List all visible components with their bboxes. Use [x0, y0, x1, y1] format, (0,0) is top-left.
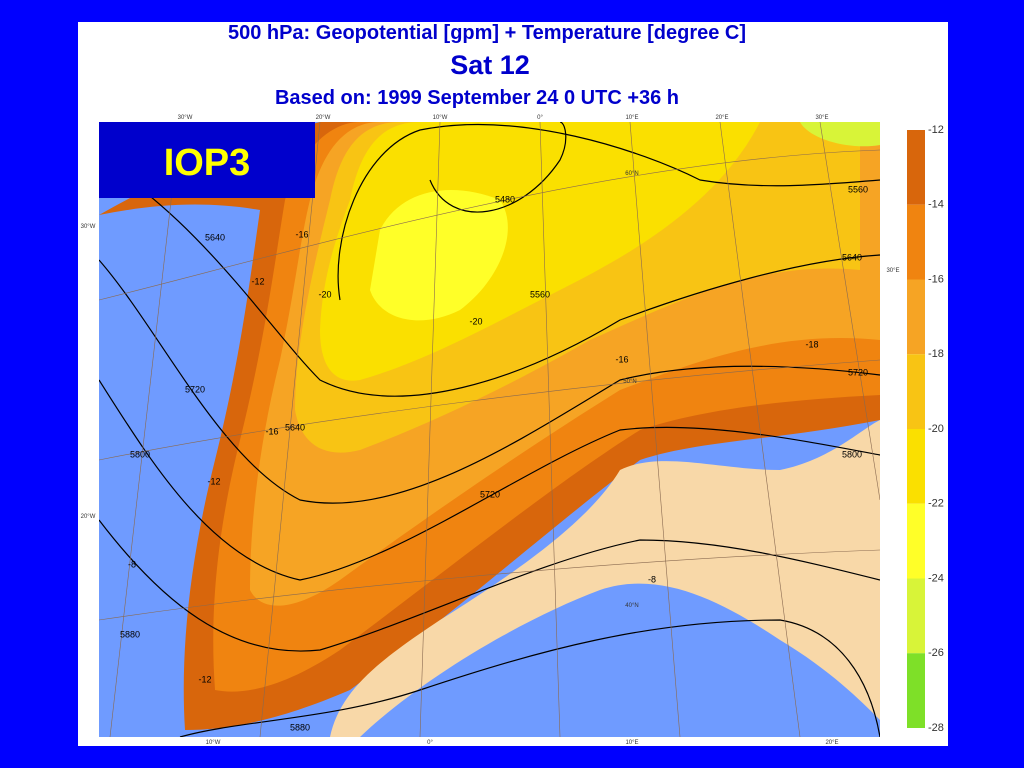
legend-swatch [907, 130, 925, 205]
graticule-label: 30°W [178, 115, 193, 121]
contour-label: 5640 [205, 232, 225, 242]
contour-label: -12 [198, 674, 211, 684]
graticule-label: 20°W [316, 115, 331, 121]
legend-label: -24 [928, 572, 944, 584]
legend-label: -28 [928, 722, 944, 734]
contour-label: -20 [318, 289, 331, 299]
contour-label: 5560 [848, 184, 868, 194]
based-on: Based on: 1999 September 24 0 UTC +36 h [275, 87, 679, 109]
badge: IOP3 [164, 142, 251, 184]
contour-label: -12 [251, 276, 264, 286]
legend-swatch [907, 354, 925, 429]
legend-label: -20 [928, 423, 944, 435]
legend-label: -16 [928, 273, 944, 285]
contour-label: 5800 [130, 449, 150, 459]
contour-label: 5640 [842, 252, 862, 262]
contour-label: 5560 [530, 289, 550, 299]
contour-label: -12 [207, 476, 220, 486]
graticule-label: 10°W [206, 740, 221, 746]
contour-label: -8 [648, 574, 656, 584]
contour-label: 5640 [285, 422, 305, 432]
contour-label: -16 [615, 354, 628, 364]
graticule-label: 10°E [625, 115, 638, 121]
contour-label: 5480 [495, 194, 515, 204]
contour-label: -8 [128, 559, 136, 569]
graticule-label: 30°W [81, 224, 96, 230]
contour-label: 5880 [120, 629, 140, 639]
contour-label: 5720 [848, 367, 868, 377]
graticule-label: 20°W [81, 514, 96, 520]
graticule-label: 0° [427, 740, 433, 746]
legend-label: -14 [928, 199, 944, 211]
title: 500 hPa: Geopotential [gpm] + Temperatur… [228, 22, 746, 44]
contour-label: -18 [805, 339, 818, 349]
graticule-label: 60°N [625, 171, 638, 177]
graticule-label: 30°E [886, 268, 899, 274]
graticule-label: 0° [537, 115, 543, 121]
contour-label: 5880 [290, 722, 310, 732]
graticule-label: 10°W [433, 115, 448, 121]
graticule-labels: 30°W 20°W 10°W 0° 10°E 20°E 30°E 60°N 50… [81, 115, 900, 746]
legend-swatch [907, 429, 925, 504]
legend-label: -22 [928, 498, 944, 510]
legend-swatch [907, 653, 925, 728]
contour-label: -16 [265, 426, 278, 436]
day: Sat 12 [450, 50, 530, 80]
graticule-label: 40°N [625, 603, 638, 609]
legend: -12 -14 -16 -18 -20 -22 -24 -26 -28 [907, 124, 944, 734]
graticule-label: 30°E [815, 115, 828, 121]
badge-box [99, 122, 315, 198]
contour-labels: 5480 5560 5640 5720 5800 5880 5560 5640 … [120, 184, 868, 732]
graticule-label: 20°E [825, 740, 838, 746]
legend-swatch [907, 204, 925, 280]
graticule-label: 20°E [715, 115, 728, 121]
graticule-label: 50°N [623, 379, 636, 385]
contour-label: -20 [469, 316, 482, 326]
legend-label: -18 [928, 348, 944, 360]
legend-swatch [907, 503, 925, 579]
graticule-label: 10°E [625, 740, 638, 746]
legend-swatch [907, 578, 925, 654]
contour-label: 5720 [480, 489, 500, 499]
contour-label: -16 [295, 229, 308, 239]
contour-label: 5720 [185, 384, 205, 394]
legend-label: -26 [928, 647, 944, 659]
legend-label: -12 [928, 124, 944, 136]
contour-label: 5800 [842, 449, 862, 459]
legend-swatch [907, 279, 925, 355]
map [99, 122, 880, 737]
